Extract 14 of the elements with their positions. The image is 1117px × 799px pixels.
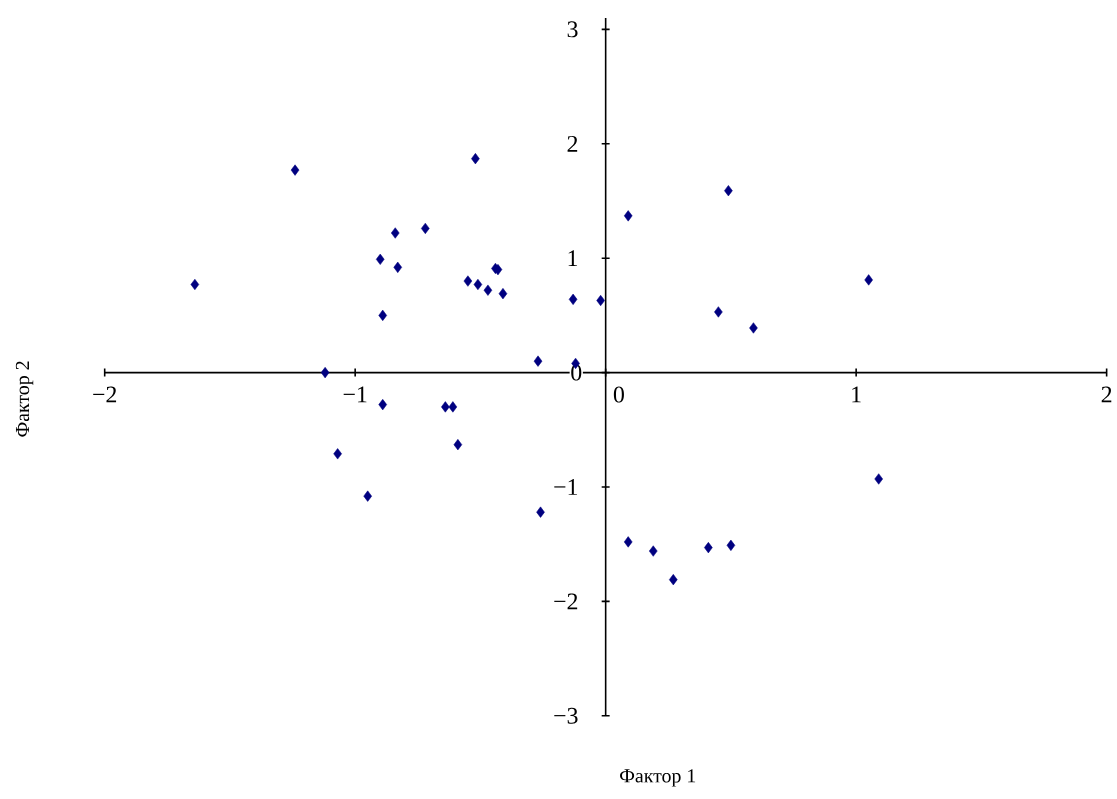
x-tick-label: 2 [1101,386,1112,403]
y-tick-label: 2 [567,136,578,152]
x-axis-title: Фактор 1 [620,769,696,787]
x-tick-label: 1 [852,386,861,403]
y-tick-label: −2 [554,593,578,610]
x-tick-label: −2 [93,386,117,403]
y-tick-label: −3 [554,708,578,725]
x-tick-label: 0 [613,386,624,403]
y-tick-label: −1 [554,479,578,496]
y-tick-label: 1 [568,250,578,267]
y-tick-label: 0 [571,364,582,381]
y-tick-label: 3 [567,21,578,38]
x-tick-label: −1 [343,386,367,403]
y-axis-title: Фактор 2 [15,361,34,437]
